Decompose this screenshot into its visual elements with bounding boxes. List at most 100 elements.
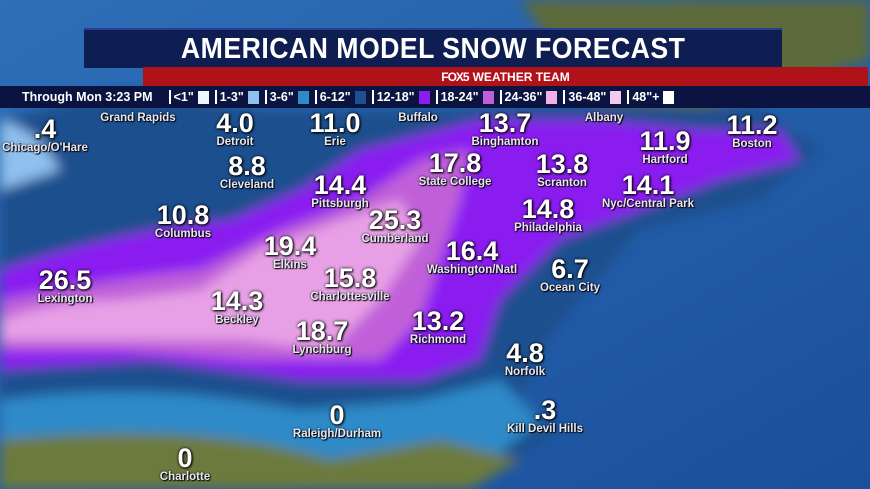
city-name: State College xyxy=(418,176,492,188)
city-marker: 13.7 Binghamton xyxy=(471,108,539,149)
city-marker: 19.4 Elkins xyxy=(263,231,317,272)
legend-label: 18-24" xyxy=(440,90,479,104)
snow-total: .3 xyxy=(533,395,557,425)
city-marker: 14.3 Beckley xyxy=(211,288,264,327)
snow-total: 26.5 xyxy=(38,265,92,295)
snow-total: 0 xyxy=(177,443,193,473)
legend-swatch xyxy=(610,90,622,104)
city-marker: 25.3 Cumberland xyxy=(361,205,429,246)
brand-team: WEATHER TEAM xyxy=(472,69,570,84)
snow-total: 15.8 xyxy=(323,263,377,293)
legend-swatch xyxy=(663,90,675,104)
snow-total: 14.8 xyxy=(521,194,575,224)
snow-total: 19.4 xyxy=(263,231,317,261)
city-marker: 0 Charlotte xyxy=(159,443,211,484)
city-marker: .4 Chicago/O'Hare xyxy=(2,114,88,155)
legend-label: 36-48" xyxy=(568,90,607,104)
city-marker: 0 Raleigh/Durham xyxy=(293,400,381,441)
city-marker: 14.1 Nyc/Central Park xyxy=(601,170,695,211)
legend-label: 12-18" xyxy=(376,90,415,104)
legend-label: 24-36" xyxy=(504,90,543,104)
title-bar: AMERICAN MODEL SNOW FORECAST xyxy=(84,28,782,68)
city-name: Kill Devil Hills xyxy=(506,423,584,435)
snow-total: 8.8 xyxy=(228,151,266,181)
city-marker: 8.8 Cleveland xyxy=(219,151,275,192)
city-marker: 15.8 Charlottesville xyxy=(310,263,389,304)
city-name: Grand Rapids xyxy=(100,112,176,124)
page-title: AMERICAN MODEL SNOW FORECAST xyxy=(180,32,686,65)
city-marker: 14.4 Pittsburgh xyxy=(311,170,369,211)
city-marker: 13.2 Richmond xyxy=(409,308,467,347)
snow-total: 14.4 xyxy=(313,170,367,200)
city-name: Washington/Natl xyxy=(426,264,518,276)
city-name: Cumberland xyxy=(361,233,429,245)
snow-total: 10.8 xyxy=(156,200,210,230)
legend-divider xyxy=(314,90,317,104)
city-marker: 18.7 Lynchburg xyxy=(292,318,352,357)
legend-item: 36-48" xyxy=(563,90,622,104)
legend-swatch xyxy=(297,90,309,104)
snow-total: 16.4 xyxy=(445,236,499,266)
city-name: Nyc/Central Park xyxy=(601,198,695,210)
brand-bar: FOX5 WEATHER TEAM xyxy=(143,67,868,86)
legend-divider xyxy=(563,90,566,104)
city-name: Cleveland xyxy=(219,179,275,191)
legend-divider xyxy=(627,90,630,104)
legend-swatch xyxy=(418,90,430,104)
city-name: Lynchburg xyxy=(292,344,352,356)
snow-total: 13.8 xyxy=(535,149,589,179)
legend-label: <1" xyxy=(173,90,194,104)
city-name: Chicago/O'Hare xyxy=(2,142,88,154)
city-marker: .3 Kill Devil Hills xyxy=(506,395,584,436)
legend-swatch xyxy=(546,90,558,104)
snow-total: 11.9 xyxy=(639,126,691,156)
city-marker: Grand Rapids xyxy=(100,112,175,124)
zone-24-36 xyxy=(0,200,420,350)
city-marker: 4.0 Detroit xyxy=(216,108,254,149)
snow-total: 11.2 xyxy=(726,110,778,140)
snow-total: 25.3 xyxy=(368,205,422,235)
city-name: Scranton xyxy=(537,177,587,189)
snow-total: 13.7 xyxy=(478,108,532,138)
city-marker: 26.5 Lexington xyxy=(37,265,93,306)
legend-divider xyxy=(371,90,374,104)
legend-item: 12-18" xyxy=(371,90,430,104)
legend-item: 3-6" xyxy=(264,90,309,104)
city-name: Pittsburgh xyxy=(311,198,369,210)
land-south xyxy=(0,433,520,489)
legend-divider xyxy=(435,90,438,104)
city-name: Lexington xyxy=(37,293,93,305)
city-name: Detroit xyxy=(216,136,254,148)
snow-total: 0 xyxy=(329,400,345,430)
city-name: Norfolk xyxy=(504,366,546,378)
city-marker: 11.9 Hartford xyxy=(639,126,691,167)
snow-total: 11.0 xyxy=(309,108,361,138)
zone-1-3 xyxy=(0,120,60,190)
legend-label: 3-6" xyxy=(269,90,294,104)
city-name: Richmond xyxy=(409,334,467,346)
city-name: Buffalo xyxy=(398,112,438,124)
legend: Through Mon 3:23 PM <1" 1-3" 3-6" 6-12" 12-18… xyxy=(0,86,870,108)
legend-label: 1-3" xyxy=(219,90,244,104)
city-name: Beckley xyxy=(215,314,259,326)
legend-item: 48"+ xyxy=(627,90,675,104)
legend-swatch xyxy=(247,90,259,104)
legend-label: 6-12" xyxy=(319,90,351,104)
forecast-through: Through Mon 3:23 PM xyxy=(22,90,153,104)
snow-total: 14.1 xyxy=(621,170,675,200)
city-name: Charlotte xyxy=(159,471,211,483)
city-name: Erie xyxy=(324,136,346,148)
city-marker: 13.8 Scranton xyxy=(535,149,589,190)
city-marker: Buffalo xyxy=(398,112,438,124)
snow-total: 4.8 xyxy=(506,338,544,368)
snow-total: .4 xyxy=(33,114,57,144)
legend-item: 6-12" xyxy=(314,90,366,104)
city-name: Hartford xyxy=(642,154,688,166)
city-marker: 11.2 Boston xyxy=(726,110,778,151)
city-marker: 14.8 Philadelphia xyxy=(514,194,582,235)
city-name: Binghamton xyxy=(471,136,539,148)
snow-total: 4.0 xyxy=(216,108,254,138)
city-marker: 6.7 Ocean City xyxy=(540,256,600,295)
legend-item: 24-36" xyxy=(499,90,558,104)
city-marker: Albany xyxy=(585,112,623,124)
